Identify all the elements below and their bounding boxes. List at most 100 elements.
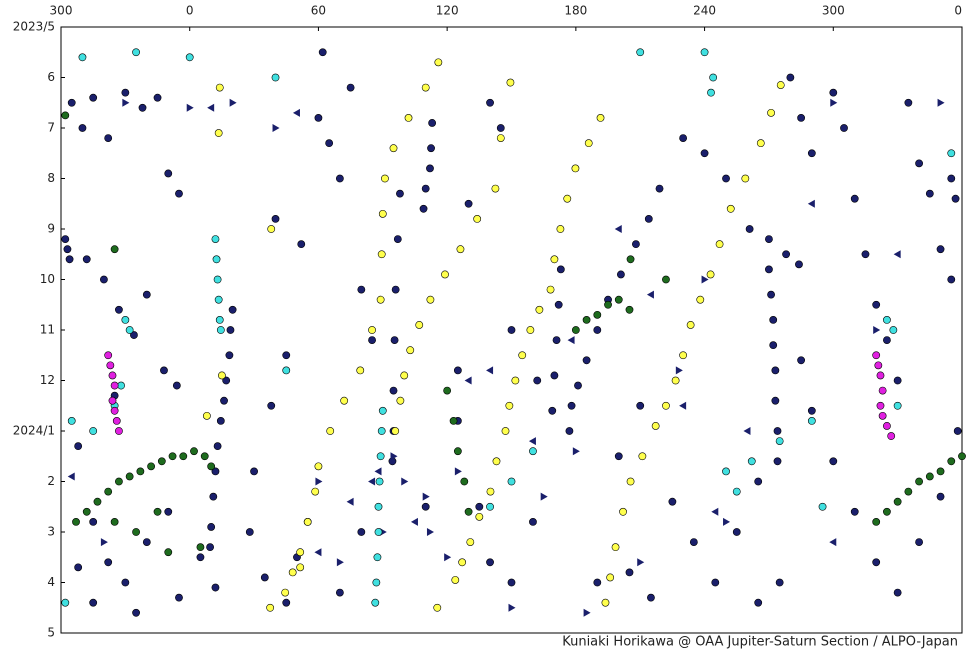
point [632,240,640,249]
point [419,204,428,213]
point [925,189,934,198]
point [507,477,516,486]
point [556,265,565,274]
point [893,401,902,410]
point [125,472,134,481]
point [89,93,98,102]
point [636,401,645,410]
x-tick-label: 0 [954,4,962,18]
triangle-point [637,558,645,567]
point [782,250,790,259]
point [775,437,784,445]
point [773,427,782,435]
point [138,103,147,112]
y-tick-label: 6 [47,70,55,84]
point [179,452,188,461]
triangle-point [67,472,75,481]
point [222,376,231,385]
point [829,88,838,97]
point [883,507,891,516]
triangle-point [401,477,409,486]
y-tick-label: 12 [40,373,55,387]
point [381,174,389,183]
point [172,381,181,390]
point [893,497,902,506]
point [281,588,290,597]
point [340,396,349,405]
point [662,401,670,410]
triangle-point [572,447,580,456]
point [662,275,670,284]
point [132,608,140,617]
y-tick-label: 11 [40,323,55,337]
point [726,204,735,213]
point [711,578,720,587]
point [769,341,778,350]
point [371,598,380,607]
point [486,487,495,496]
point [211,467,220,476]
point [456,245,465,254]
point [584,139,593,148]
point [876,401,885,410]
point [526,326,535,334]
point [953,427,962,435]
point [136,467,145,476]
point [100,275,108,284]
point [947,174,956,183]
triangle-point [292,108,300,117]
point [829,457,838,466]
point [207,462,216,471]
point [89,518,98,526]
point [571,326,580,334]
point [915,538,923,546]
triangle-point [675,366,683,375]
triangle-point [229,98,237,107]
point [220,396,228,405]
point [747,457,756,466]
point [376,452,385,461]
point [390,336,399,344]
point [651,422,660,430]
point [67,416,76,425]
point [464,507,473,516]
point [142,290,151,299]
point [72,518,80,526]
point [550,371,559,380]
point [368,326,376,334]
point [655,184,664,193]
point [466,538,475,546]
point [453,447,462,456]
triangle-point [614,225,622,233]
point [400,371,409,380]
point [378,406,387,415]
triangle-point [422,492,430,501]
point [175,593,183,602]
point [617,270,625,279]
point [715,240,724,249]
point [202,411,211,420]
point [771,396,780,405]
point [883,315,891,324]
point [61,598,70,607]
point [391,285,400,294]
point [175,189,183,198]
point [893,588,902,597]
point [121,88,130,97]
point [936,492,945,501]
point [213,275,222,284]
point [393,235,402,243]
point [614,452,623,461]
point [318,48,327,57]
point [769,315,778,324]
point [872,351,881,360]
point [548,406,557,415]
point [876,371,885,380]
point [267,401,276,410]
triangle-point [829,538,837,547]
y-tick-label: 2 [47,474,55,488]
point [878,386,887,395]
triangle-point [464,376,472,385]
point [601,598,610,607]
point [593,326,602,334]
